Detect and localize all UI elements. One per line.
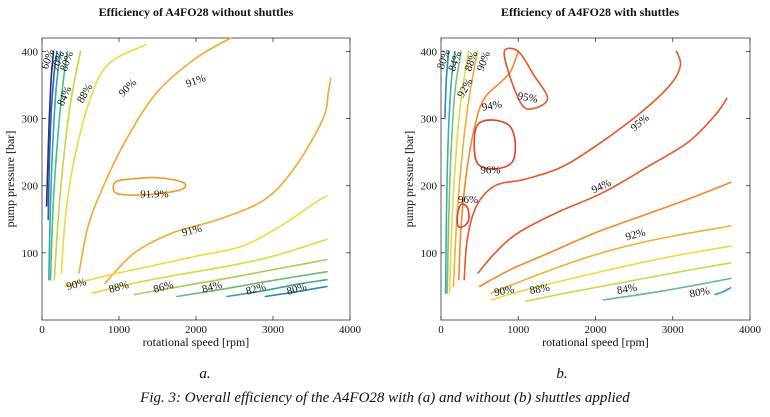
x-tick-label: 0 xyxy=(39,324,45,336)
chart-title: Efficiency of A4FO28 without shuttles xyxy=(99,5,294,19)
contour-line xyxy=(112,176,187,196)
contour-label: 96% xyxy=(458,194,478,206)
y-axis-label: pump pressure [bar] xyxy=(3,131,17,228)
contour-line xyxy=(133,258,328,296)
contour-line xyxy=(104,77,332,284)
contour-label: 80% xyxy=(285,281,308,298)
contour-line xyxy=(91,238,328,294)
contour-label: 92% xyxy=(624,227,647,244)
contour-line xyxy=(478,181,732,288)
contour-label: 90% xyxy=(493,284,515,299)
contour-line xyxy=(490,245,732,301)
plot-area xyxy=(440,37,751,321)
x-tick-label: 3000 xyxy=(662,324,685,336)
contour-label: 95% xyxy=(517,90,539,105)
chart-panel-a: Efficiency of A4FO28 without shuttles 0 10… xyxy=(3,5,362,382)
y-tick-label: 200 xyxy=(22,181,39,193)
contour-line xyxy=(446,50,462,294)
panel-label: b. xyxy=(556,366,567,382)
y-tick-label: 300 xyxy=(421,114,438,126)
contour-line xyxy=(64,195,328,288)
y-tick-label: 400 xyxy=(421,46,438,58)
y-tick-label: 100 xyxy=(22,248,39,260)
x-axis-label: rotational speed [rpm] xyxy=(542,335,649,349)
chart-title: Efficiency of A4FO28 with shuttles xyxy=(501,5,679,19)
contour-line xyxy=(473,119,517,170)
x-axis-label: rotational speed [rpm] xyxy=(143,335,250,349)
contour-line xyxy=(47,50,58,221)
x-tick-label: 3000 xyxy=(262,324,285,336)
contour-line xyxy=(444,50,456,294)
y-tick-label: 200 xyxy=(421,181,438,193)
chart-panel-b: Efficiency of A4FO28 with shuttles 0 1000 2… xyxy=(402,5,762,382)
contour-label: 86% xyxy=(152,279,175,296)
x-tick-label: 4000 xyxy=(339,324,362,336)
contour-label: 82% xyxy=(245,281,268,298)
contour-line xyxy=(60,43,147,274)
contour-line xyxy=(602,277,732,301)
y-tick-label: 300 xyxy=(22,114,39,126)
contour-label: 88% xyxy=(108,279,131,296)
plot-area xyxy=(41,37,351,321)
x-tick-label: 4000 xyxy=(739,324,762,336)
x-tick-label: 1000 xyxy=(108,324,131,336)
x-tick-label: 1000 xyxy=(507,324,530,336)
x-tick-label: 2000 xyxy=(185,324,208,336)
contour-line xyxy=(226,278,328,298)
x-tick-label: 2000 xyxy=(585,324,608,336)
contour-line xyxy=(49,50,69,281)
contour-label: 84% xyxy=(616,282,638,297)
contour-line xyxy=(458,50,520,281)
contour-label: 94% xyxy=(481,98,503,113)
contour-label: 84% xyxy=(201,279,224,296)
contour-line xyxy=(714,287,732,296)
contour-line xyxy=(78,37,232,274)
contour-line xyxy=(45,50,55,207)
y-tick-label: 100 xyxy=(421,248,438,260)
contour-line xyxy=(264,285,328,298)
contour-label: 91.9% xyxy=(140,189,168,201)
contour-label: 80% xyxy=(689,285,711,300)
contour-line xyxy=(176,270,328,298)
contour-line xyxy=(53,50,82,281)
contour-line xyxy=(444,50,450,120)
y-axis-label: pump pressure [bar] xyxy=(402,131,416,228)
contour-line xyxy=(525,262,732,302)
contour-line xyxy=(452,50,479,288)
y-tick-label: 400 xyxy=(22,46,39,58)
panel-label: a. xyxy=(199,366,210,382)
contour-line xyxy=(503,47,549,111)
contour-label: 90% xyxy=(65,276,88,293)
contour-line xyxy=(456,203,470,228)
contour-line xyxy=(490,225,732,294)
contour-label: 88% xyxy=(529,282,551,297)
contour-line xyxy=(48,50,62,281)
x-tick-label: 0 xyxy=(438,324,444,336)
contour-line xyxy=(477,97,728,274)
figure-caption: Fig. 3: Overall efficiency of the A4FO28… xyxy=(139,390,630,406)
contour-label: 91% xyxy=(181,223,204,240)
contour-line xyxy=(448,50,470,294)
contour-label: 96% xyxy=(480,164,500,176)
contour-line xyxy=(463,50,682,281)
